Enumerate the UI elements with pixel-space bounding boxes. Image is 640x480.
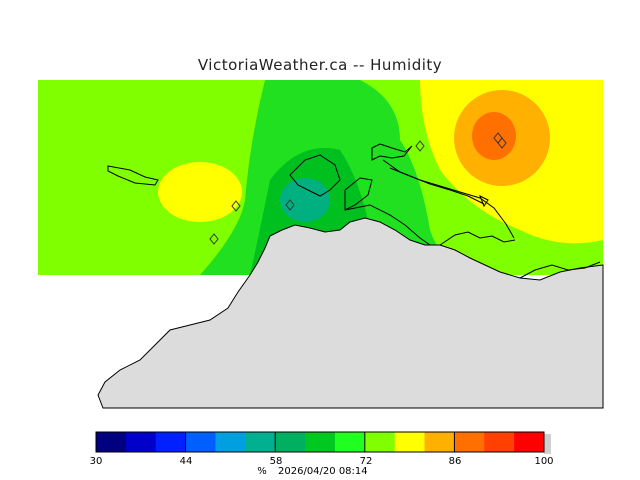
field-dark-orange — [472, 112, 516, 160]
legend-swatch — [305, 432, 336, 452]
legend-swatch — [185, 432, 216, 452]
color-legend — [95, 431, 551, 454]
tick-label: 44 — [180, 456, 193, 467]
tick-label: 100 — [534, 456, 553, 467]
tick-label: 86 — [449, 456, 462, 467]
legend-swatch — [424, 432, 455, 452]
legend-ticks: 30 44 58 72 86 100 — [90, 456, 554, 467]
legend-swatch — [245, 432, 276, 452]
legend-swatch — [514, 432, 545, 452]
legend-swatch — [155, 432, 187, 452]
station-markers — [209, 132, 507, 245]
station-marker[interactable] — [415, 140, 425, 152]
tick-label: 30 — [90, 456, 103, 467]
field-teal — [280, 178, 330, 222]
legend-swatch — [394, 432, 426, 452]
coastline — [107, 143, 601, 279]
legend-swatch — [454, 432, 485, 452]
field-yellow-west — [158, 162, 242, 222]
legend-shadow — [544, 434, 551, 454]
station-marker[interactable] — [209, 233, 219, 245]
legend-swatch — [334, 432, 366, 452]
legend-swatch — [275, 432, 306, 452]
station-marker[interactable] — [285, 199, 295, 211]
map-title: VictoriaWeather.ca -- Humidity — [197, 56, 443, 74]
land-mass — [97, 217, 604, 409]
legend-unit: % — [257, 466, 267, 477]
legend-swatch — [364, 432, 396, 452]
tick-label: 72 — [360, 456, 373, 467]
tick-label: 58 — [270, 456, 283, 467]
station-marker[interactable] — [231, 200, 241, 212]
legend-swatch — [96, 432, 127, 452]
station-marker[interactable] — [497, 137, 507, 149]
legend-swatch — [215, 432, 246, 452]
legend-swatch — [484, 432, 515, 452]
legend-timestamp: 2026/04/20 08:14 — [278, 466, 368, 477]
legend-swatch — [125, 432, 157, 452]
